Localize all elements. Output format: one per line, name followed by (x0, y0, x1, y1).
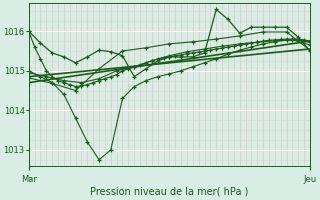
X-axis label: Pression niveau de la mer( hPa ): Pression niveau de la mer( hPa ) (90, 187, 249, 197)
